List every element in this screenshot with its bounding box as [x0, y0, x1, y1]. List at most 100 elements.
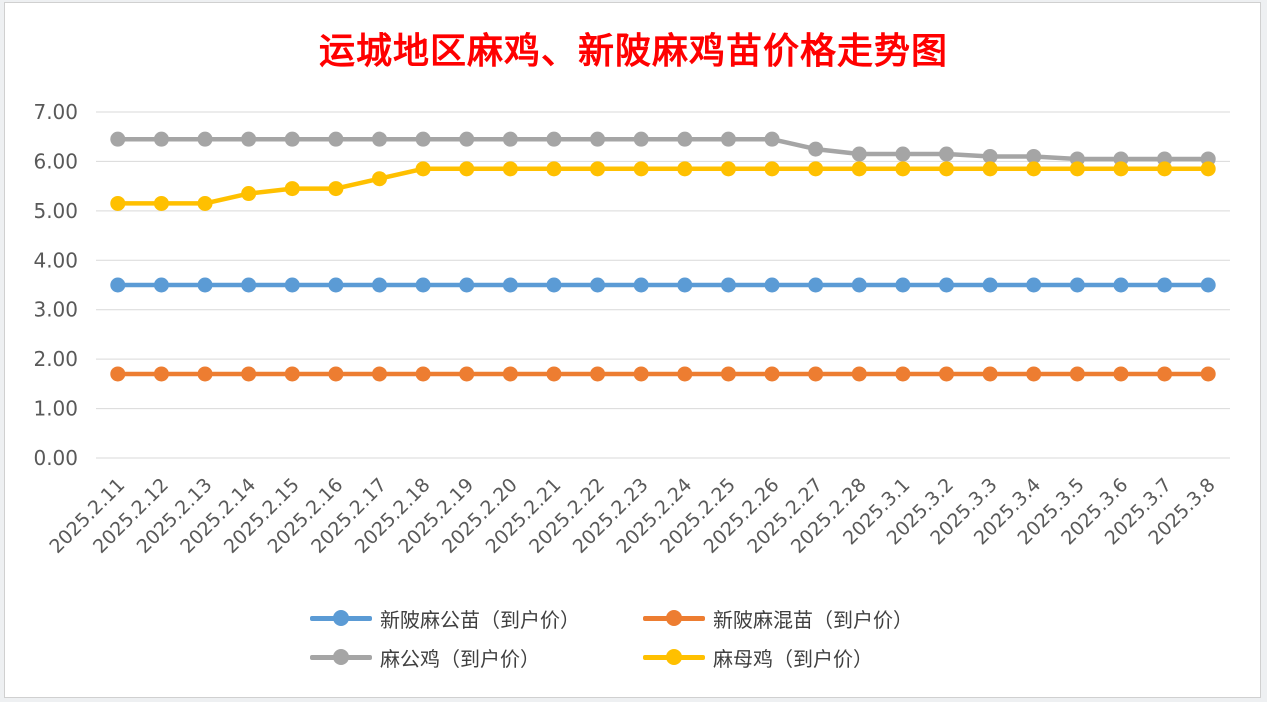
data-point-s4-6	[372, 171, 387, 187]
data-point-s4-14	[720, 161, 736, 177]
data-point-s3-3	[241, 131, 257, 147]
data-point-s2-1	[153, 366, 169, 382]
data-point-s2-6	[372, 366, 387, 382]
data-point-s1-23	[1113, 277, 1129, 293]
data-point-s1-9	[502, 277, 518, 293]
data-point-s4-3	[241, 186, 257, 202]
series-line-3	[115, 136, 1211, 162]
data-point-s2-13	[677, 366, 693, 382]
data-point-s1-19	[939, 277, 954, 293]
data-point-s1-4	[284, 277, 300, 293]
data-point-s1-20	[982, 277, 998, 293]
data-point-s4-12	[633, 161, 649, 177]
data-point-s2-20	[982, 366, 998, 382]
data-point-s2-2	[197, 366, 213, 382]
legend-label-series-2: 新陂麻混苗（到户价）	[713, 607, 913, 632]
legend-swatch-series-3	[310, 642, 372, 672]
legend-item-series-4[interactable]: 麻母鸡（到户价）	[643, 642, 873, 672]
data-point-s3-0	[110, 131, 126, 147]
data-point-s2-11	[590, 366, 606, 382]
data-point-s2-14	[720, 366, 736, 382]
data-point-s3-8	[459, 131, 475, 147]
data-point-s1-22	[1069, 277, 1085, 293]
legend-label-series-1: 新陂麻公苗（到户价）	[380, 607, 580, 632]
data-point-s1-13	[677, 277, 693, 293]
data-point-s2-3	[241, 366, 257, 382]
data-point-s4-18	[895, 161, 911, 177]
y-tick-label-2: 2.00	[33, 347, 78, 371]
data-point-s3-12	[633, 131, 649, 147]
data-point-s4-8	[459, 161, 475, 177]
data-point-s4-19	[939, 161, 954, 177]
y-tick-label-5: 5.00	[33, 199, 78, 223]
data-point-s4-5	[328, 181, 344, 197]
data-point-s2-9	[502, 366, 518, 382]
data-point-s3-15	[764, 131, 780, 147]
legend-label-series-3: 麻公鸡（到户价）	[380, 646, 540, 671]
data-point-s3-17	[851, 146, 867, 162]
data-point-s4-17	[851, 161, 867, 177]
data-point-s4-20	[982, 161, 998, 177]
data-point-s3-5	[328, 131, 344, 147]
data-point-s1-8	[459, 277, 475, 293]
data-point-s3-11	[590, 131, 606, 147]
data-point-s1-3	[241, 277, 257, 293]
data-point-s1-24	[1157, 277, 1173, 293]
data-point-s3-14	[720, 131, 736, 147]
data-point-s1-15	[764, 277, 780, 293]
data-point-s1-12	[633, 277, 649, 293]
data-point-s2-5	[328, 366, 344, 382]
legend-item-series-1[interactable]: 新陂麻公苗（到户价）	[310, 603, 580, 633]
data-point-s1-11	[590, 277, 606, 293]
legend-swatch-series-4	[643, 642, 705, 672]
legend-item-series-2[interactable]: 新陂麻混苗（到户价）	[643, 603, 913, 633]
data-point-s1-5	[328, 277, 344, 293]
data-point-s1-1	[153, 277, 169, 293]
data-point-s4-2	[197, 195, 213, 211]
data-point-s3-16	[808, 141, 824, 157]
data-point-s2-19	[939, 366, 954, 382]
y-tick-label-3: 3.00	[33, 298, 78, 322]
data-point-s3-10	[546, 131, 562, 147]
data-point-s4-22	[1069, 161, 1085, 177]
data-point-s3-13	[677, 131, 693, 147]
data-point-s2-15	[764, 366, 780, 382]
data-point-s1-18	[895, 277, 911, 293]
data-point-s2-0	[110, 366, 126, 382]
data-point-s4-0	[110, 195, 126, 211]
data-point-s1-16	[808, 277, 824, 293]
data-point-s4-11	[590, 161, 606, 177]
data-point-s2-21	[1026, 366, 1042, 382]
data-point-s3-18	[895, 146, 911, 162]
data-point-s3-7	[415, 131, 431, 147]
data-point-s4-9	[502, 161, 518, 177]
legend-label-series-4: 麻母鸡（到户价）	[713, 646, 873, 671]
data-point-s4-1	[153, 195, 169, 211]
data-point-s4-23	[1113, 161, 1129, 177]
data-point-s2-22	[1069, 366, 1085, 382]
chart-area[interactable]	[4, 2, 1261, 698]
data-point-s4-16	[808, 161, 824, 177]
legend-swatch-series-1	[310, 603, 372, 633]
data-point-s3-1	[153, 131, 169, 147]
data-point-s1-14	[720, 277, 736, 293]
data-point-s2-17	[851, 366, 867, 382]
data-point-s2-12	[633, 366, 649, 382]
y-tick-label-6: 6.00	[33, 149, 78, 173]
data-point-s2-23	[1113, 366, 1129, 382]
data-point-s4-10	[546, 161, 562, 177]
data-point-s3-4	[284, 131, 300, 147]
data-point-s2-25	[1200, 366, 1216, 382]
data-point-s4-24	[1157, 161, 1173, 177]
data-point-s2-24	[1157, 366, 1173, 382]
y-tick-label-0: 0.00	[33, 446, 78, 470]
legend-item-series-3[interactable]: 麻公鸡（到户价）	[310, 642, 540, 672]
chart-title: 运城地区麻鸡、新陂麻鸡苗价格走势图	[318, 30, 948, 72]
data-point-s2-7	[415, 366, 431, 382]
data-point-s4-21	[1026, 161, 1042, 177]
data-point-s2-18	[895, 366, 911, 382]
series-line-4	[115, 166, 1211, 206]
data-point-s1-17	[851, 277, 867, 293]
y-tick-label-1: 1.00	[33, 397, 78, 421]
